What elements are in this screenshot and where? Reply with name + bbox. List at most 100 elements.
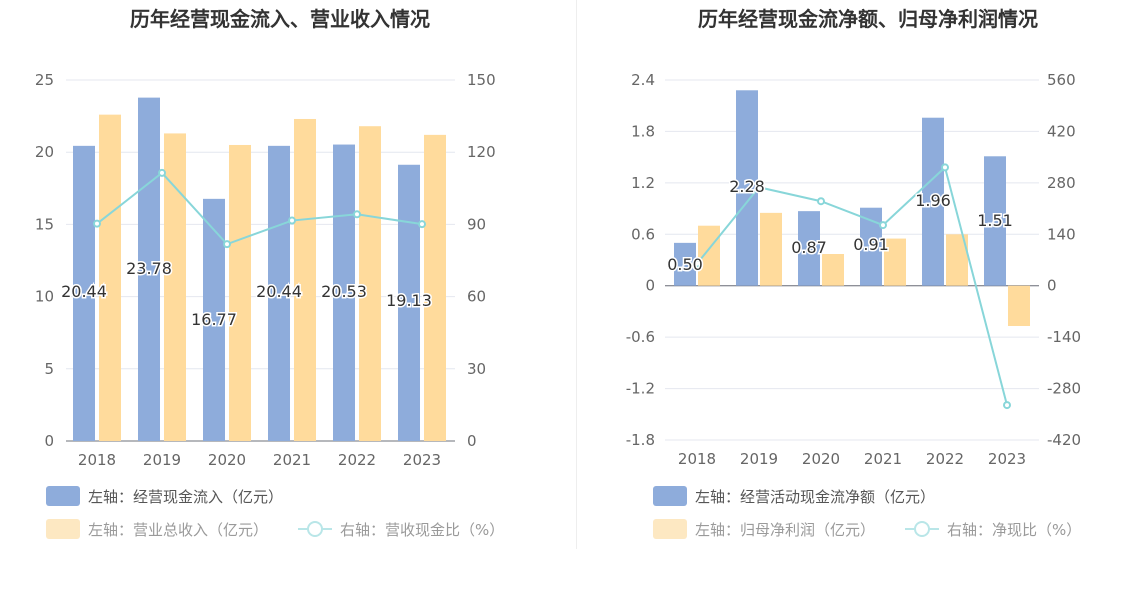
x-tick-label: 2021	[273, 451, 311, 469]
y-left-tick-label: -1.2	[626, 380, 655, 398]
series-line	[96, 171, 423, 246]
bar-secondary	[99, 114, 121, 441]
bar-data-label: 1.51	[977, 211, 1013, 230]
bar-secondary	[424, 134, 446, 441]
chart-title: 历年经营现金流入、营业收入情况	[130, 7, 430, 31]
series-line	[696, 165, 1008, 406]
y-left-tick-label: 0.6	[631, 225, 655, 243]
bar-primary	[138, 97, 160, 442]
legend-label-primary: 左轴：经营活动现金流净额（亿元）	[695, 488, 935, 506]
y-left-tick-label: 5	[44, 360, 54, 378]
bar-primary	[736, 90, 758, 286]
y-left-tick-label: 1.2	[631, 174, 655, 192]
bar-primary	[984, 156, 1006, 286]
bar-secondary	[359, 126, 381, 441]
bar-secondary	[884, 238, 906, 286]
y-left-tick-label: 0	[645, 277, 655, 295]
bar-data-label: 20.44	[256, 282, 302, 301]
legend-label-line: 右轴：营收现金比（%）	[340, 521, 504, 539]
line-point	[941, 163, 949, 172]
y-right-tick-label: 150	[467, 71, 496, 89]
legend-line-marker	[307, 521, 323, 537]
line-point	[418, 220, 426, 229]
y-left-tick-label: -1.8	[626, 431, 655, 449]
bar-primary	[674, 242, 696, 286]
y-left-tick-label: 10	[35, 288, 54, 306]
bar-primary	[333, 144, 355, 441]
bar-secondary	[822, 254, 844, 286]
y-right-tick-label: 0	[467, 432, 477, 450]
line-point	[223, 240, 231, 249]
bar-data-label: 16.77	[191, 310, 237, 329]
bar-secondary	[760, 212, 782, 286]
bar-primary	[860, 207, 882, 286]
chart-left: 历年经营现金流入、营业收入情况 0 5 10 15 20 25 0 30 60 90 120 150 20…	[35, 7, 504, 539]
legend: 左轴：经营活动现金流净额（亿元） 左轴：归母净利润（亿元） 右轴：净现比（%）	[653, 486, 1081, 539]
bar-data-label: 1.96	[915, 191, 951, 210]
line-point	[693, 259, 701, 268]
y-right-tick-label: -280	[1047, 380, 1081, 398]
line-point	[158, 168, 166, 177]
y-left-tick-label: 2.4	[631, 71, 655, 89]
bar-data-label: 23.78	[126, 259, 172, 278]
x-tick-label: 2018	[678, 450, 716, 468]
x-tick-label: 2022	[926, 450, 964, 468]
x-tick-label: 2020	[208, 451, 246, 469]
x-tick-label: 2020	[802, 450, 840, 468]
x-tick-label: 2022	[338, 451, 376, 469]
y-right-tick-label: 280	[1047, 174, 1076, 192]
y-right-tick-label: -420	[1047, 431, 1081, 449]
legend-label-secondary: 左轴：归母净利润（亿元）	[695, 521, 875, 539]
x-tick-label: 2023	[403, 451, 441, 469]
legend-line-marker	[914, 521, 930, 537]
line-point	[817, 197, 825, 206]
x-tick-label: 2021	[864, 450, 902, 468]
legend-label-line: 右轴：净现比（%）	[947, 521, 1081, 539]
y-right-tick-label: 120	[467, 143, 496, 161]
bar-secondary	[229, 144, 251, 442]
y-right-tick-label: 420	[1047, 122, 1076, 140]
y-right-tick-label: 30	[467, 360, 486, 378]
line-point	[879, 221, 887, 230]
y-left-tick-label: 25	[35, 71, 54, 89]
y-left-tick-label: 0	[44, 432, 54, 450]
y-right-tick-label: 60	[467, 288, 486, 306]
line-point	[288, 216, 296, 225]
bar-primary	[73, 145, 95, 441]
x-tick-label: 2019	[143, 451, 181, 469]
bar-primary	[268, 145, 290, 441]
panel-divider	[576, 0, 577, 549]
legend: 左轴：经营现金流入（亿元） 左轴：营业总收入（亿元） 右轴：营收现金比（%）	[46, 486, 504, 539]
bar-secondary	[164, 133, 186, 442]
y-right-tick-label: 140	[1047, 225, 1076, 243]
line-point	[1003, 401, 1011, 410]
x-tick-label: 2019	[740, 450, 778, 468]
x-tick-label: 2023	[988, 450, 1026, 468]
y-left-tick-label: 20	[35, 143, 54, 161]
legend-label-secondary: 左轴：营业总收入（亿元）	[88, 521, 268, 539]
bar-primary	[203, 198, 225, 441]
bar-primary	[922, 117, 944, 286]
legend-swatch-primary	[653, 486, 687, 506]
legend-swatch-secondary	[46, 519, 80, 539]
bar-secondary	[946, 234, 968, 286]
bar-data-label: 2.28	[729, 177, 765, 196]
legend-swatch-primary	[46, 486, 80, 506]
bar-data-label: 0.87	[791, 238, 827, 257]
bar-data-label: 20.53	[321, 282, 367, 301]
line-point	[755, 183, 763, 192]
y-right-tick-label: 90	[467, 215, 486, 233]
bar-secondary	[1008, 285, 1030, 326]
legend-label-primary: 左轴：经营现金流入（亿元）	[88, 488, 283, 506]
chart-right: 历年经营现金流净额、归母净利润情况 -1.8 -1.2 -0.6 0 0.6 1.2 1.8 2…	[626, 7, 1081, 539]
y-left-tick-label: -0.6	[626, 328, 655, 346]
line-point	[353, 210, 361, 219]
y-left-tick-label: 15	[35, 215, 54, 233]
y-left-tick-label: 1.8	[631, 122, 655, 140]
chart-title: 历年经营现金流净额、归母净利润情况	[698, 7, 1038, 31]
legend-swatch-secondary	[653, 519, 687, 539]
y-right-tick-label: -140	[1047, 328, 1081, 346]
bar-data-label: 20.44	[61, 282, 107, 301]
x-tick-label: 2018	[78, 451, 116, 469]
